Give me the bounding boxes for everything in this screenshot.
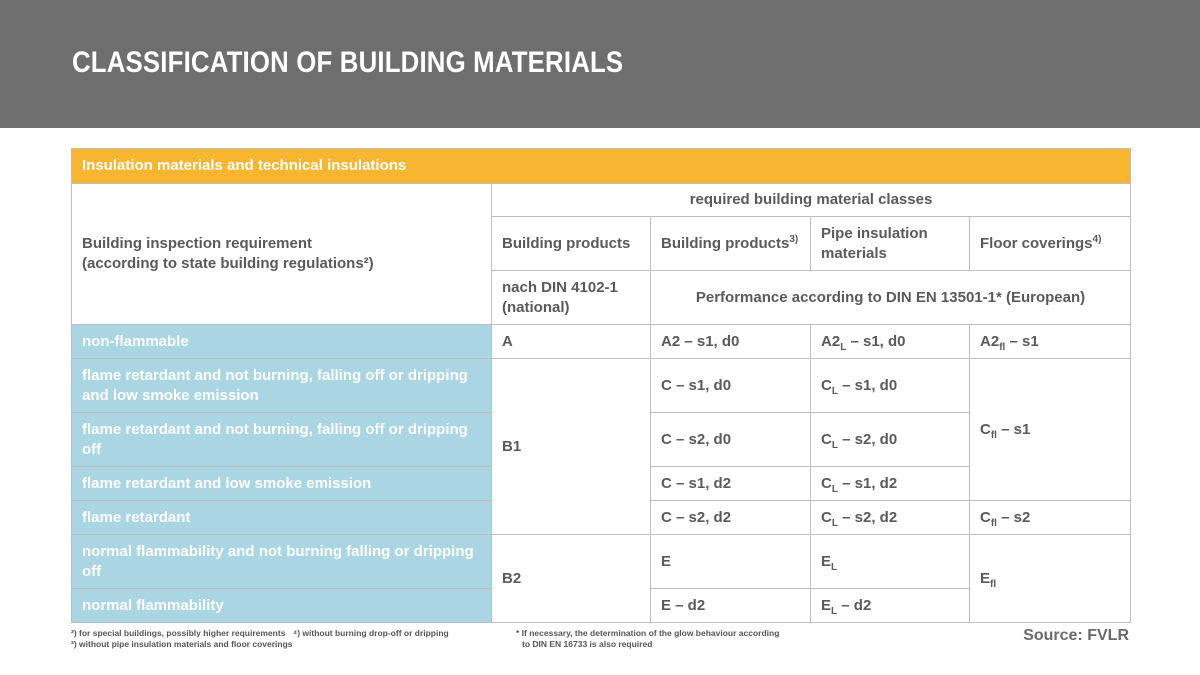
floor-class-rest: – s1 [1005, 332, 1039, 350]
requirement-header-line1: Building inspection requirement [82, 235, 313, 252]
pipe-class-cell: EL – d2 [810, 588, 970, 623]
floor-class-efl: Efl [968, 534, 1132, 623]
floor-class-base: C [980, 420, 991, 438]
pipe-class-base: E [821, 596, 832, 614]
eu-class-cell: C – s2, d0 [650, 412, 811, 467]
national-line2: (national) [502, 298, 570, 316]
col-building-products-eu-label: Building products [661, 234, 790, 252]
floor-class-base: A2 [980, 332, 1000, 350]
pipe-class-cell: CL – s2, d0 [810, 412, 970, 467]
national-class-b1: B1 [491, 358, 651, 535]
pipe-class-base: C [821, 430, 832, 448]
pipe-class-rest: – s1, d0 [846, 332, 906, 350]
pipe-class-base: A2 [821, 332, 841, 350]
footnote-ref-4: 4) [1092, 233, 1102, 245]
floor-class-cell: A2fl – s1 [968, 324, 1132, 359]
table-banner: Insulation materials and technical insul… [70, 148, 1132, 184]
floor-class-base: C [980, 508, 991, 526]
footnote-star-line2: to DIN EN 16733 is also required [522, 639, 653, 649]
footnote-2: ²) for special buildings, possibly highe… [71, 628, 286, 638]
footnote-ref-3: 3) [789, 233, 799, 245]
pipe-class-sub: L [831, 439, 838, 451]
national-standard-header: nach DIN 4102-1 (national) [491, 270, 651, 325]
pipe-class-cell: CL – s1, d2 [810, 466, 970, 501]
source-credit: Source: FVLR [1023, 627, 1129, 644]
pipe-class-base: C [821, 474, 832, 492]
floor-class-sub: fl [990, 578, 997, 590]
pipe-class-rest: – s2, d2 [837, 508, 898, 526]
eu-class-cell: A2 – s1, d0 [650, 324, 811, 359]
eu-class-cell: C – s1, d0 [650, 358, 811, 413]
floor-class-rest: – s2 [996, 508, 1031, 526]
pipe-class-rest: – s1, d0 [837, 376, 898, 394]
pipe-class-rest: – d2 [837, 596, 872, 614]
pipe-class-sub: L [831, 385, 838, 397]
national-class-a: A [491, 324, 651, 359]
pipe-class-sub: L [831, 483, 838, 495]
page-title: CLASSIFICATION OF BUILDING MATERIALS [72, 46, 624, 79]
eu-class-cell: E – d2 [650, 588, 811, 623]
floor-class-cell: Cfl – s2 [968, 500, 1132, 535]
footnote-3: ³) without pipe insulation materials and… [71, 639, 293, 649]
required-classes-header: required building material classes [490, 183, 1132, 217]
row-label: flame retardant and low smoke emission [71, 466, 492, 501]
national-line1: nach DIN 4102-1 [502, 278, 618, 296]
col-pipe-insulation: Pipe insulation materials [810, 216, 970, 271]
row-label: flame retardant and not burning, falling… [71, 358, 492, 413]
title-bar: CLASSIFICATION OF BUILDING MATERIALS [0, 0, 1200, 128]
pipe-class-sub: L [831, 561, 838, 573]
pipe-class-sub: L [831, 517, 838, 529]
pipe-class-base: C [821, 508, 832, 526]
pipe-class-base: E [821, 552, 832, 570]
pipe-class-rest: – s1, d2 [837, 474, 898, 492]
classification-table: Insulation materials and technical insul… [70, 148, 1132, 623]
eu-class-cell: C – s1, d2 [650, 466, 811, 501]
eu-class-cell: E [650, 534, 811, 589]
pipe-class-cell: A2L – s1, d0 [810, 324, 970, 359]
pipe-class-base: C [821, 376, 832, 394]
floor-class-sub: fl [990, 517, 997, 529]
row-label: normal flammability and not burning fall… [71, 534, 492, 589]
row-label: flame retardant and not burning, falling… [71, 412, 492, 467]
pipe-class-rest: – s2, d0 [837, 430, 898, 448]
eu-class-cell: C – s2, d2 [650, 500, 811, 535]
european-standard-header: Performance according to DIN EN 13501-1*… [649, 270, 1132, 325]
floor-class-sub: fl [990, 429, 997, 441]
pipe-class-cell: CL – s2, d2 [810, 500, 970, 535]
col-floor-coverings: Floor coverings4) [968, 216, 1132, 271]
row-label: normal flammability [71, 588, 492, 623]
pipe-class-sub: L [831, 605, 838, 617]
requirement-header: Building inspection requirement (accordi… [71, 183, 492, 325]
row-label-non-flammable: non-flammable [71, 324, 492, 359]
pipe-class-sub: L [840, 341, 847, 353]
floor-class-rest: – s1 [996, 420, 1031, 438]
floor-class-sub: fl [999, 341, 1006, 353]
floor-class-cfl-s1: Cfl – s1 [968, 358, 1132, 501]
pipe-class-cell: EL [810, 534, 970, 589]
col-floor-coverings-label: Floor coverings [980, 234, 1093, 252]
col-building-products-eu: Building products3) [650, 216, 811, 271]
requirement-header-line2: (according to state building regulations… [82, 255, 374, 272]
col-building-products: Building products [491, 216, 651, 271]
footnote-star-line1: * If necessary, the determination of the… [516, 628, 780, 638]
national-class-b2: B2 [491, 534, 651, 623]
row-label: flame retardant [71, 500, 492, 535]
footnote-4: ⁴) without burning drop-off or dripping [293, 628, 449, 638]
pipe-class-cell: CL – s1, d0 [810, 358, 970, 413]
floor-class-base: E [980, 569, 991, 587]
